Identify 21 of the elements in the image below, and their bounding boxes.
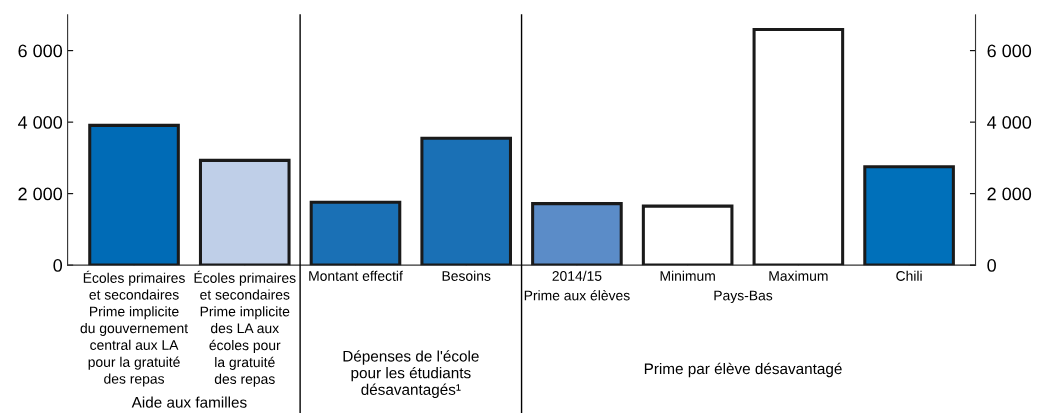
x-tick-label: Maximum [769,270,828,281]
x-tick-label: Minimum [660,270,715,281]
y2-tick-label: 4 000 [987,116,1032,129]
y2-tick-label: 0 [987,259,996,272]
x-tick-label: 2014/15 [552,270,602,281]
text: Prime aux élèves [524,290,630,301]
y-tick-label: 4 000 [17,116,63,129]
text: Pays-Bas [714,290,773,304]
y-tick-label: 6 000 [18,44,63,58]
y2-tick-label: 6 000 [987,44,1032,58]
text: Aide aux familles [131,396,247,408]
y2-tick-label: 2 000 [987,187,1032,201]
x-tick-label: Chili [896,270,922,281]
x-tick-label: Montant effectif [309,270,403,281]
text: Prime par élève désavantagé [644,362,842,378]
x-tick-label: Besoins [442,270,491,281]
x-tick-label: Écoles primaires et secondaires Prime implicite des LA aux écoles pour la gratuité des repas [194,270,296,387]
x-tick-label: Écoles primaires et secondaires Prime implicite du gouvernement central aux LA pour la gratuité des repas [80,270,188,387]
y-tick-label: 0 [53,259,63,272]
text: Dépenses de l'école pour les étudiants désavantagés¹ [343,350,479,398]
y-tick-label: 2 000 [18,187,63,201]
